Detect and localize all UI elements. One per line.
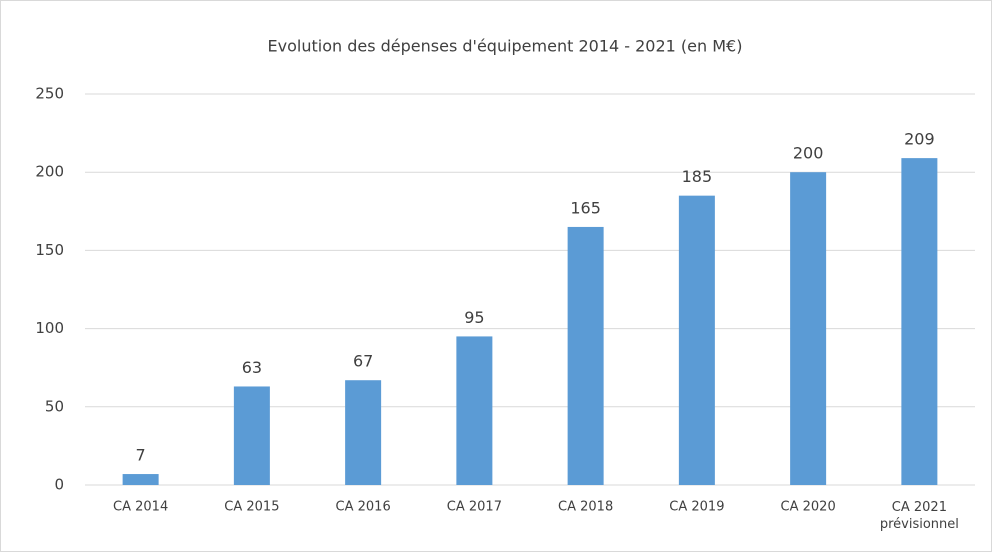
data-label: 63 — [242, 358, 262, 377]
x-tick-label: CA 2021 prévisionnel — [880, 500, 959, 532]
y-tick-label: 0 — [54, 476, 64, 494]
x-tick-label: CA 2020 — [781, 500, 836, 515]
data-label: 165 — [570, 198, 601, 217]
x-tick-label: CA 2019 — [669, 500, 724, 515]
x-tick-label: CA 2014 — [113, 500, 168, 515]
bar — [678, 195, 715, 485]
bar — [456, 336, 493, 485]
bar — [233, 386, 270, 485]
data-label: 7 — [136, 446, 146, 465]
y-tick-label: 200 — [35, 163, 64, 181]
y-tick-label: 100 — [35, 319, 64, 337]
x-tick-label: CA 2015 — [224, 500, 279, 515]
data-label: 209 — [904, 130, 935, 149]
bar — [567, 226, 604, 485]
data-label: 185 — [682, 167, 713, 186]
y-tick-label: 250 — [35, 85, 64, 103]
data-label: 200 — [793, 144, 824, 163]
x-tick-label: CA 2016 — [336, 500, 391, 515]
data-label: 67 — [353, 352, 373, 371]
x-tick-label: CA 2018 — [558, 500, 613, 515]
x-tick-label: CA 2017 — [447, 500, 502, 515]
y-tick-label: 50 — [45, 397, 64, 415]
bar — [790, 172, 827, 485]
bar — [901, 158, 938, 485]
bar — [122, 474, 159, 485]
y-tick-label: 150 — [35, 241, 64, 259]
chart-title: Evolution des dépenses d'équipement 2014… — [268, 37, 743, 56]
data-label: 95 — [464, 308, 484, 327]
bar — [345, 380, 382, 485]
